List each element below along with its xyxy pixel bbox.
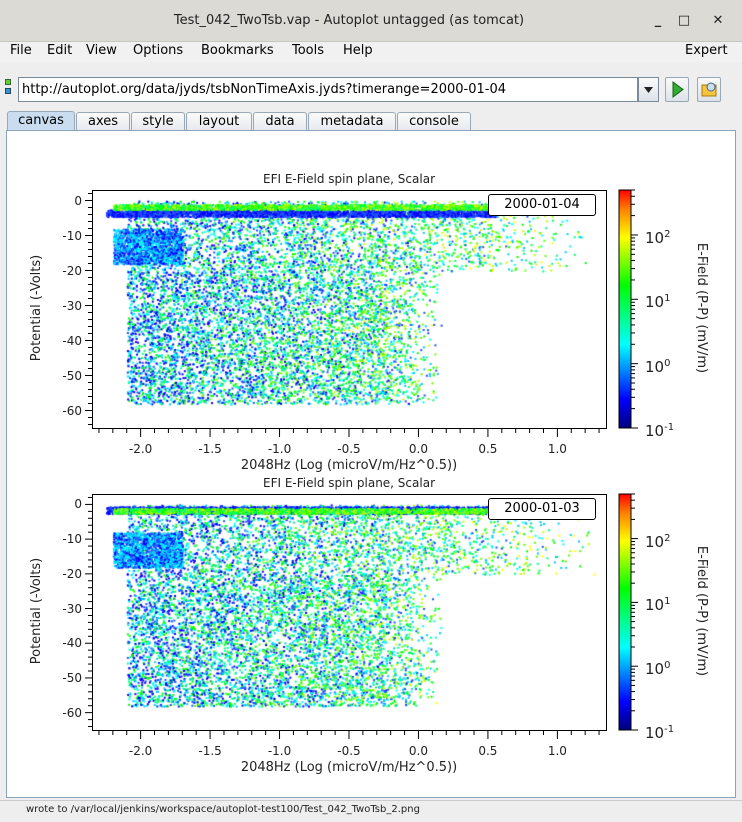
x-tick-label: -2.0 xyxy=(128,744,153,758)
scatter-points xyxy=(92,494,606,730)
colorbar-tick-label: 10-1 xyxy=(645,724,675,742)
menu-view[interactable]: View xyxy=(86,43,117,58)
x-tick-label: -2.0 xyxy=(128,442,153,456)
y-tick-label: -20 xyxy=(62,263,82,278)
status-bar xyxy=(0,800,742,822)
y-tick-label: -20 xyxy=(62,566,82,581)
title-bar xyxy=(0,0,742,42)
x-axis-label: 2048Hz (Log (microV/m/Hz^0.5)) xyxy=(240,760,458,775)
colorbar-tick-label: 10-1 xyxy=(645,422,675,440)
y-tick-label: -10 xyxy=(62,228,82,243)
colorbar-tick-label: 102 xyxy=(645,532,671,551)
x-tick-label: 1.0 xyxy=(547,744,567,758)
y-tick-label: 0 xyxy=(74,193,82,208)
x-tick-label: -1.5 xyxy=(198,744,222,758)
go-button[interactable] xyxy=(665,77,689,102)
colorbar-label: E-Field (P-P) (mV/m) xyxy=(694,242,709,374)
colorbar-tick-label: 100 xyxy=(645,660,671,679)
tab-style[interactable]: style xyxy=(131,112,185,131)
tab-layout[interactable]: layout xyxy=(186,112,252,131)
y-tick-label: -60 xyxy=(62,403,82,418)
menu-options[interactable]: Options xyxy=(133,43,184,58)
date-annotation: 2000-01-03 xyxy=(488,498,596,520)
status-text: wrote to /var/local/jenkins/workspace/au… xyxy=(26,804,420,815)
x-tick-label: 0.5 xyxy=(478,744,498,758)
y-tick-label: -40 xyxy=(62,636,82,651)
status-indicator-icon xyxy=(5,79,11,85)
y-tick-label: -40 xyxy=(62,333,82,348)
plot-area[interactable] xyxy=(92,494,607,731)
plot-title: EFI E-Field spin plane, Scalar xyxy=(263,172,435,186)
minimize-button[interactable]: _ xyxy=(654,13,662,28)
menu-file[interactable]: File xyxy=(10,43,32,58)
tab-metadata[interactable]: metadata xyxy=(308,112,396,131)
folder-search-icon xyxy=(701,82,717,97)
x-tick-label: 1.0 xyxy=(547,442,567,456)
x-tick-label: 0.5 xyxy=(478,442,498,456)
y-tick-label: 0 xyxy=(74,497,82,512)
x-tick-label: -1.0 xyxy=(267,744,292,758)
window-title: Test_042_TwoTsb.vap - Autoplot untagged … xyxy=(173,13,525,28)
tab-axes[interactable]: axes xyxy=(76,112,130,131)
y-tick-label: -60 xyxy=(62,705,82,720)
menu-help[interactable]: Help xyxy=(343,43,373,58)
y-tick-label: -30 xyxy=(62,601,82,616)
y-tick-label: -10 xyxy=(62,532,82,547)
play-icon xyxy=(672,81,684,98)
menu-tools[interactable]: Tools xyxy=(292,43,325,58)
x-tick-label: 0.0 xyxy=(408,442,428,456)
y-tick-label: -30 xyxy=(62,298,82,313)
menu-bookmarks[interactable]: Bookmarks xyxy=(201,43,274,58)
url-dropdown-button[interactable] xyxy=(638,77,659,102)
chevron-down-icon xyxy=(644,87,653,93)
colorbar-tick-label: 102 xyxy=(645,228,671,247)
y-tick-label: -50 xyxy=(62,670,82,685)
y-axis-label: Potential (-Volts) xyxy=(29,557,44,665)
y-tick-label: -50 xyxy=(62,368,82,383)
maximize-button[interactable]: □ xyxy=(677,13,691,28)
colorbar-tick-label: 101 xyxy=(645,293,671,312)
colorbar-label: E-Field (P-P) (mV/m) xyxy=(694,545,709,677)
colorbar-tick-label: 100 xyxy=(645,357,671,376)
plot-title: EFI E-Field spin plane, Scalar xyxy=(263,476,435,490)
colorbar-tick-label: 101 xyxy=(645,596,671,615)
menu-edit[interactable]: Edit xyxy=(47,43,73,58)
x-tick-label: -1.5 xyxy=(198,442,222,456)
tab-console[interactable]: console xyxy=(397,112,471,131)
scatter-points xyxy=(92,190,606,428)
x-tick-label: 0.0 xyxy=(408,744,428,758)
status-indicator-icon xyxy=(5,88,11,94)
tab-data[interactable]: data xyxy=(253,112,307,131)
close-button[interactable]: ✕ xyxy=(712,13,724,28)
menu-expert[interactable]: Expert xyxy=(685,43,728,58)
plot-area[interactable] xyxy=(92,190,607,429)
tab-canvas[interactable]: canvas xyxy=(7,111,75,131)
url-input[interactable]: http://autoplot.org/data/jyds/tsbNonTime… xyxy=(18,77,638,102)
x-axis-label: 2048Hz (Log (microV/m/Hz^0.5)) xyxy=(240,458,458,473)
menu-bar xyxy=(0,42,742,62)
browse-button[interactable] xyxy=(697,77,721,102)
x-tick-label: -0.5 xyxy=(337,744,361,758)
y-axis-label: Potential (-Volts) xyxy=(29,254,44,362)
x-tick-label: -1.0 xyxy=(267,442,292,456)
date-annotation: 2000-01-04 xyxy=(488,194,596,216)
x-tick-label: -0.5 xyxy=(337,442,361,456)
